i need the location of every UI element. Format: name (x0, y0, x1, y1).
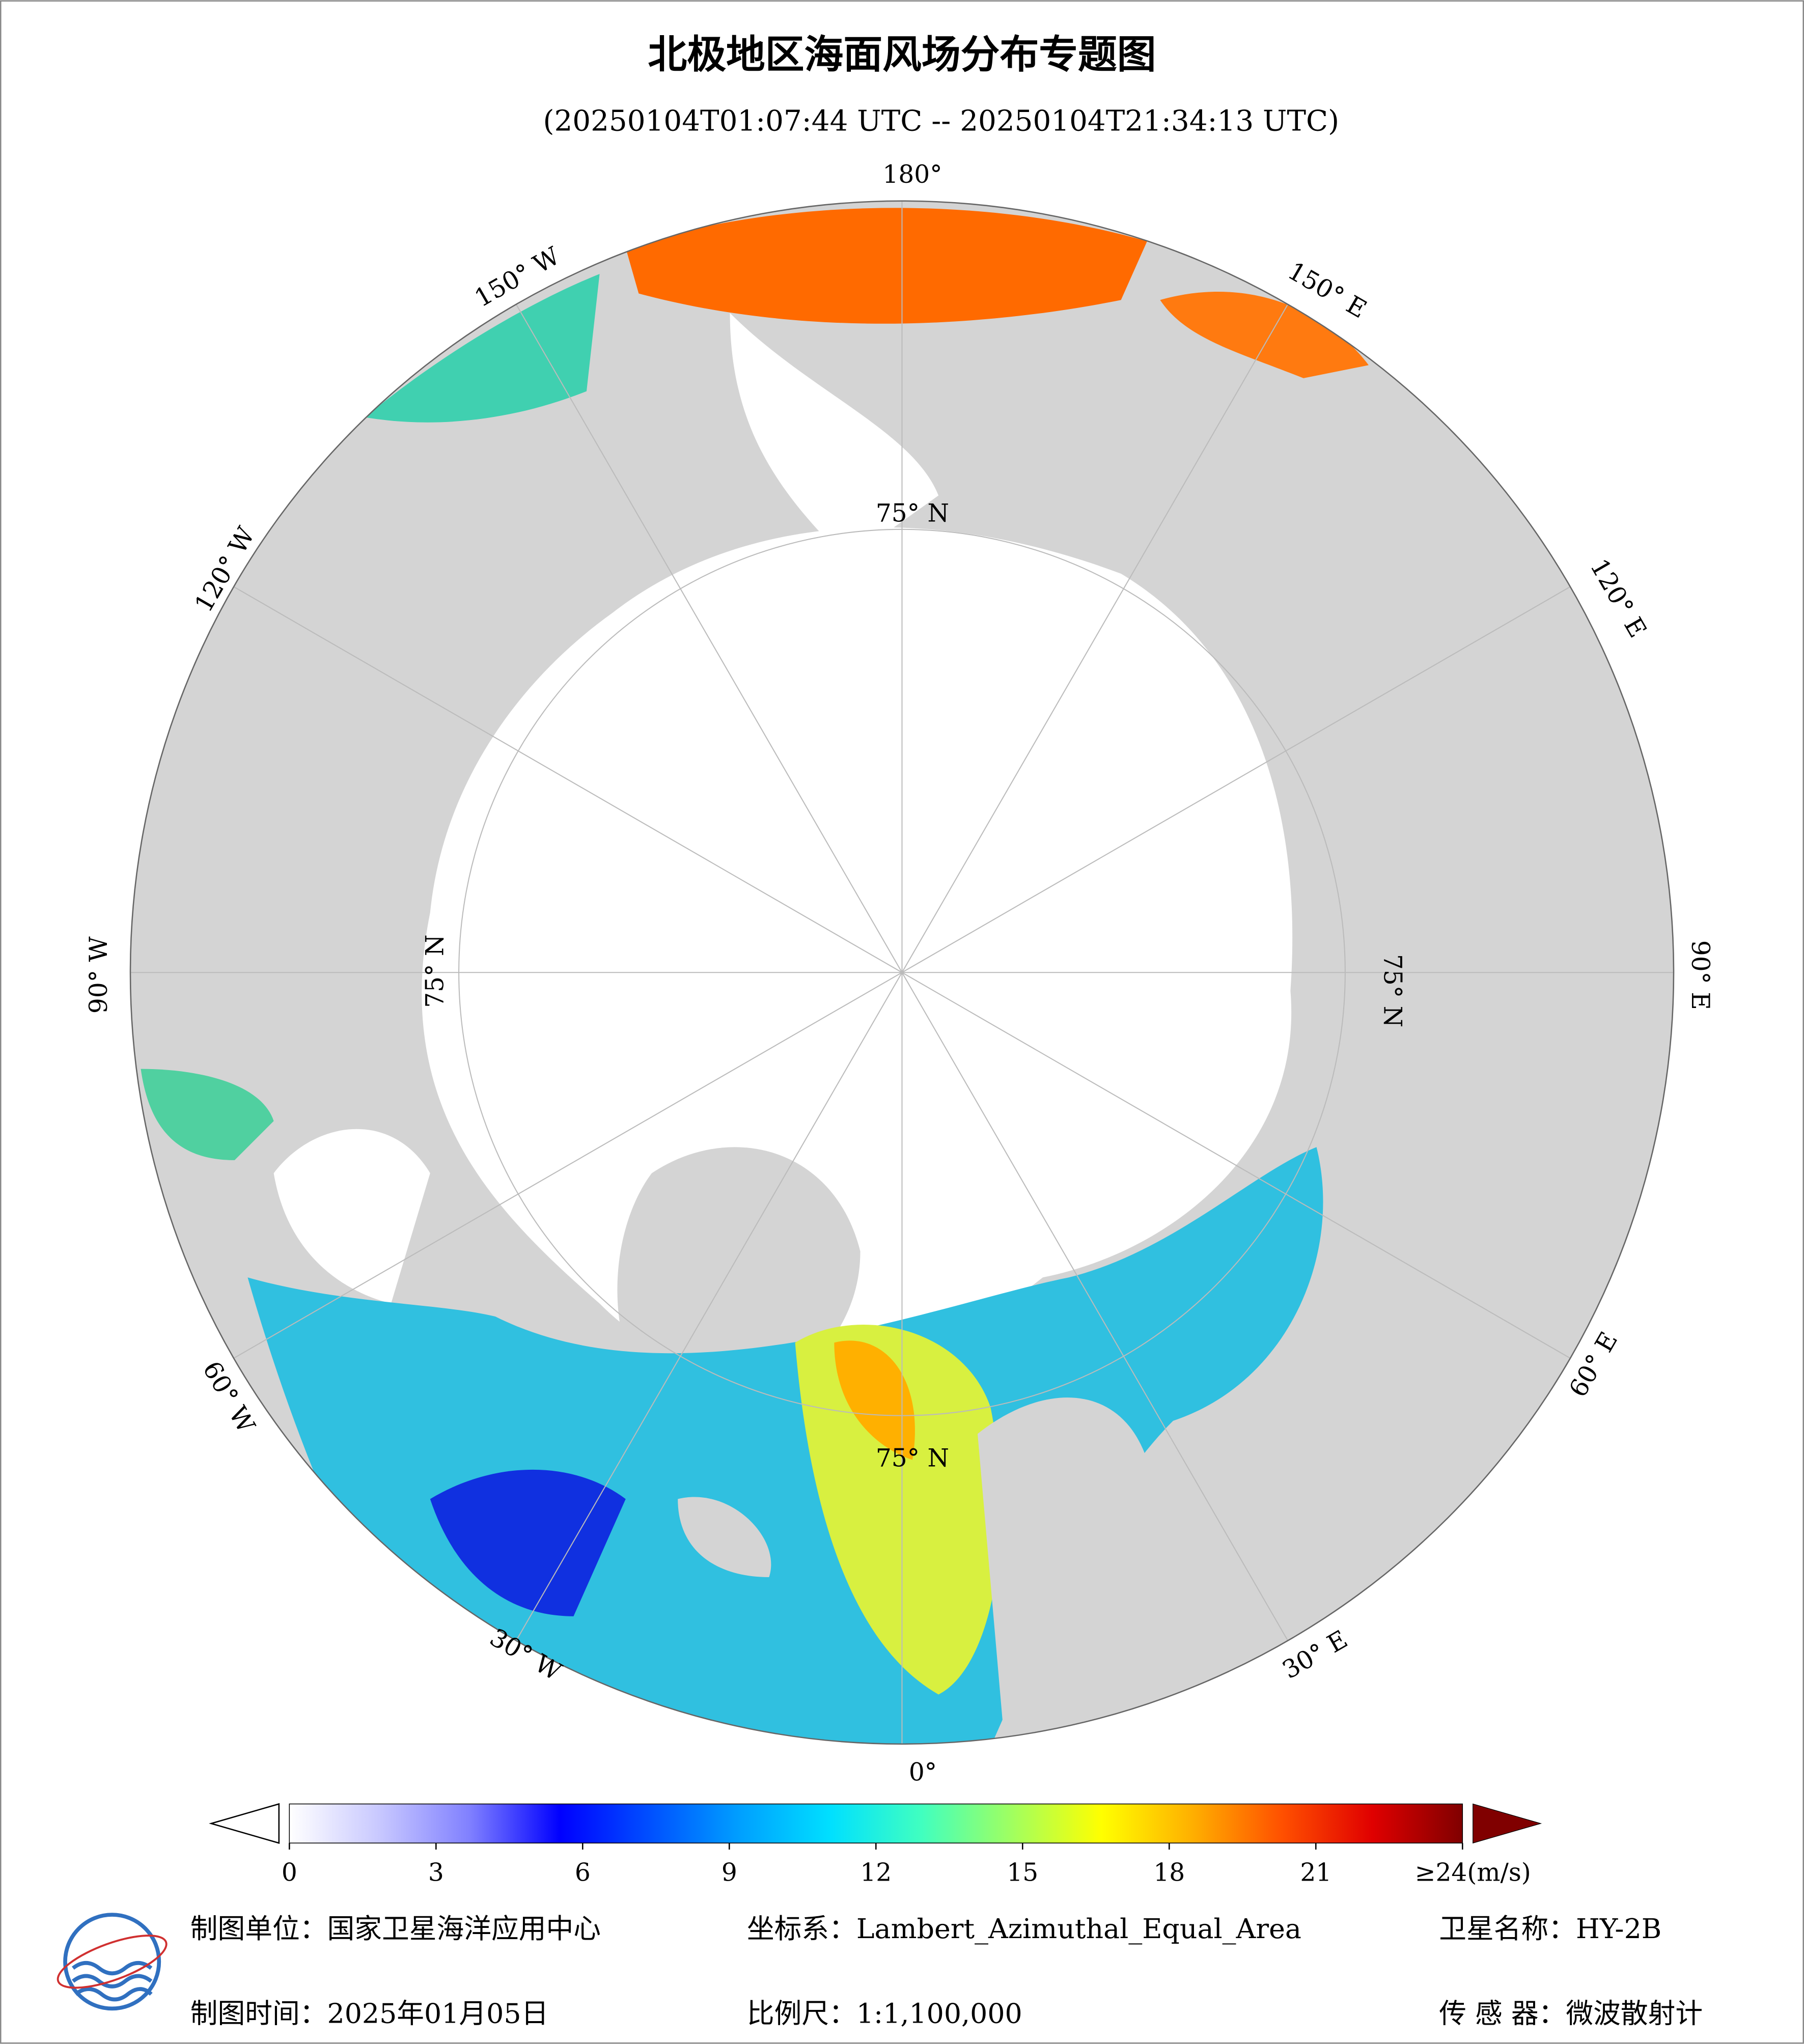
meridian (901, 972, 1294, 1650)
subtitle: (20250104T01:07:44 UTC -- 20250104T21:34… (543, 104, 1340, 137)
scandinavia (977, 1397, 1147, 1734)
lat-label: 75° N (421, 935, 449, 1008)
latitude-labels: 75° N 75° N 75° N 75° N (421, 499, 1406, 1472)
footer-text: 坐标系：Lambert_Azimuthal_Equal_Area (747, 1913, 1301, 1945)
colorbar-tick-label: 18 (1153, 1859, 1185, 1887)
footer-text: 制图时间：2025年01月05日 (190, 1998, 549, 2030)
footer-text: 制图单位：国家卫星海洋应用中心 (190, 1913, 601, 1945)
colorbar-tick-label: 6 (575, 1859, 591, 1887)
map (130, 201, 1674, 1744)
footer-text: 传 感 器：微波散射计 (1439, 1998, 1703, 2030)
wind-field (430, 1469, 626, 1616)
colorbar-tick-label: 3 (428, 1859, 444, 1887)
colorbar: 0 3 6 9 12 15 18 21 ≥24(m/s) (209, 1803, 1542, 1887)
meridian (510, 295, 903, 973)
wind-field (834, 1340, 915, 1460)
lon-label: 90° W (85, 937, 113, 1014)
wind-field (625, 208, 1147, 324)
graticule (130, 201, 1674, 1744)
lon-label: 180° (882, 160, 942, 189)
lat-label: 75° N (876, 499, 949, 527)
colorbar-tick-label: 0 (282, 1859, 297, 1887)
wind-field (1160, 291, 1369, 378)
colorbar-under (209, 1803, 280, 1844)
meridian (224, 581, 903, 973)
colorbar-tick-label: 12 (860, 1859, 892, 1887)
meridian (510, 972, 903, 1650)
lon-label: 90° E (1686, 940, 1714, 1010)
sea-ice (422, 527, 1293, 1381)
iceland (678, 1497, 771, 1578)
footer: 制图单位：国家卫星海洋应用中心 坐标系：Lambert_Azimuthal_Eq… (190, 1913, 1703, 2029)
logo (57, 1913, 168, 2011)
title: 北极地区海面风场分布专题图 (648, 33, 1156, 78)
sea (273, 1129, 430, 1304)
colorbar-tick-label: 9 (721, 1859, 737, 1887)
map-border (129, 200, 1675, 1745)
footer-text: 卫星名称：HY-2B (1439, 1913, 1661, 1945)
colorbar-tick-label: 21 (1300, 1859, 1331, 1887)
lat-label: 75° N (1378, 954, 1407, 1027)
sea (730, 313, 939, 561)
colorbar-tick-label: ≥24(m/s) (1415, 1859, 1531, 1887)
wind-field (795, 1324, 1001, 1695)
wind-field (365, 274, 600, 423)
meridian (901, 972, 1580, 1364)
colorbar-tick-label: 15 (1007, 1859, 1038, 1887)
meridian (901, 295, 1294, 973)
colorbar-ramp (289, 1803, 1463, 1844)
lat-label: 75° N (876, 1444, 949, 1472)
footer-text: 比例尺：1:1,100,000 (747, 1998, 1022, 2030)
wind-field (141, 1069, 274, 1160)
meridian (224, 972, 903, 1364)
meridian (901, 581, 1580, 973)
lon-label: 0° (909, 1758, 937, 1786)
colorbar-over (1473, 1803, 1542, 1844)
